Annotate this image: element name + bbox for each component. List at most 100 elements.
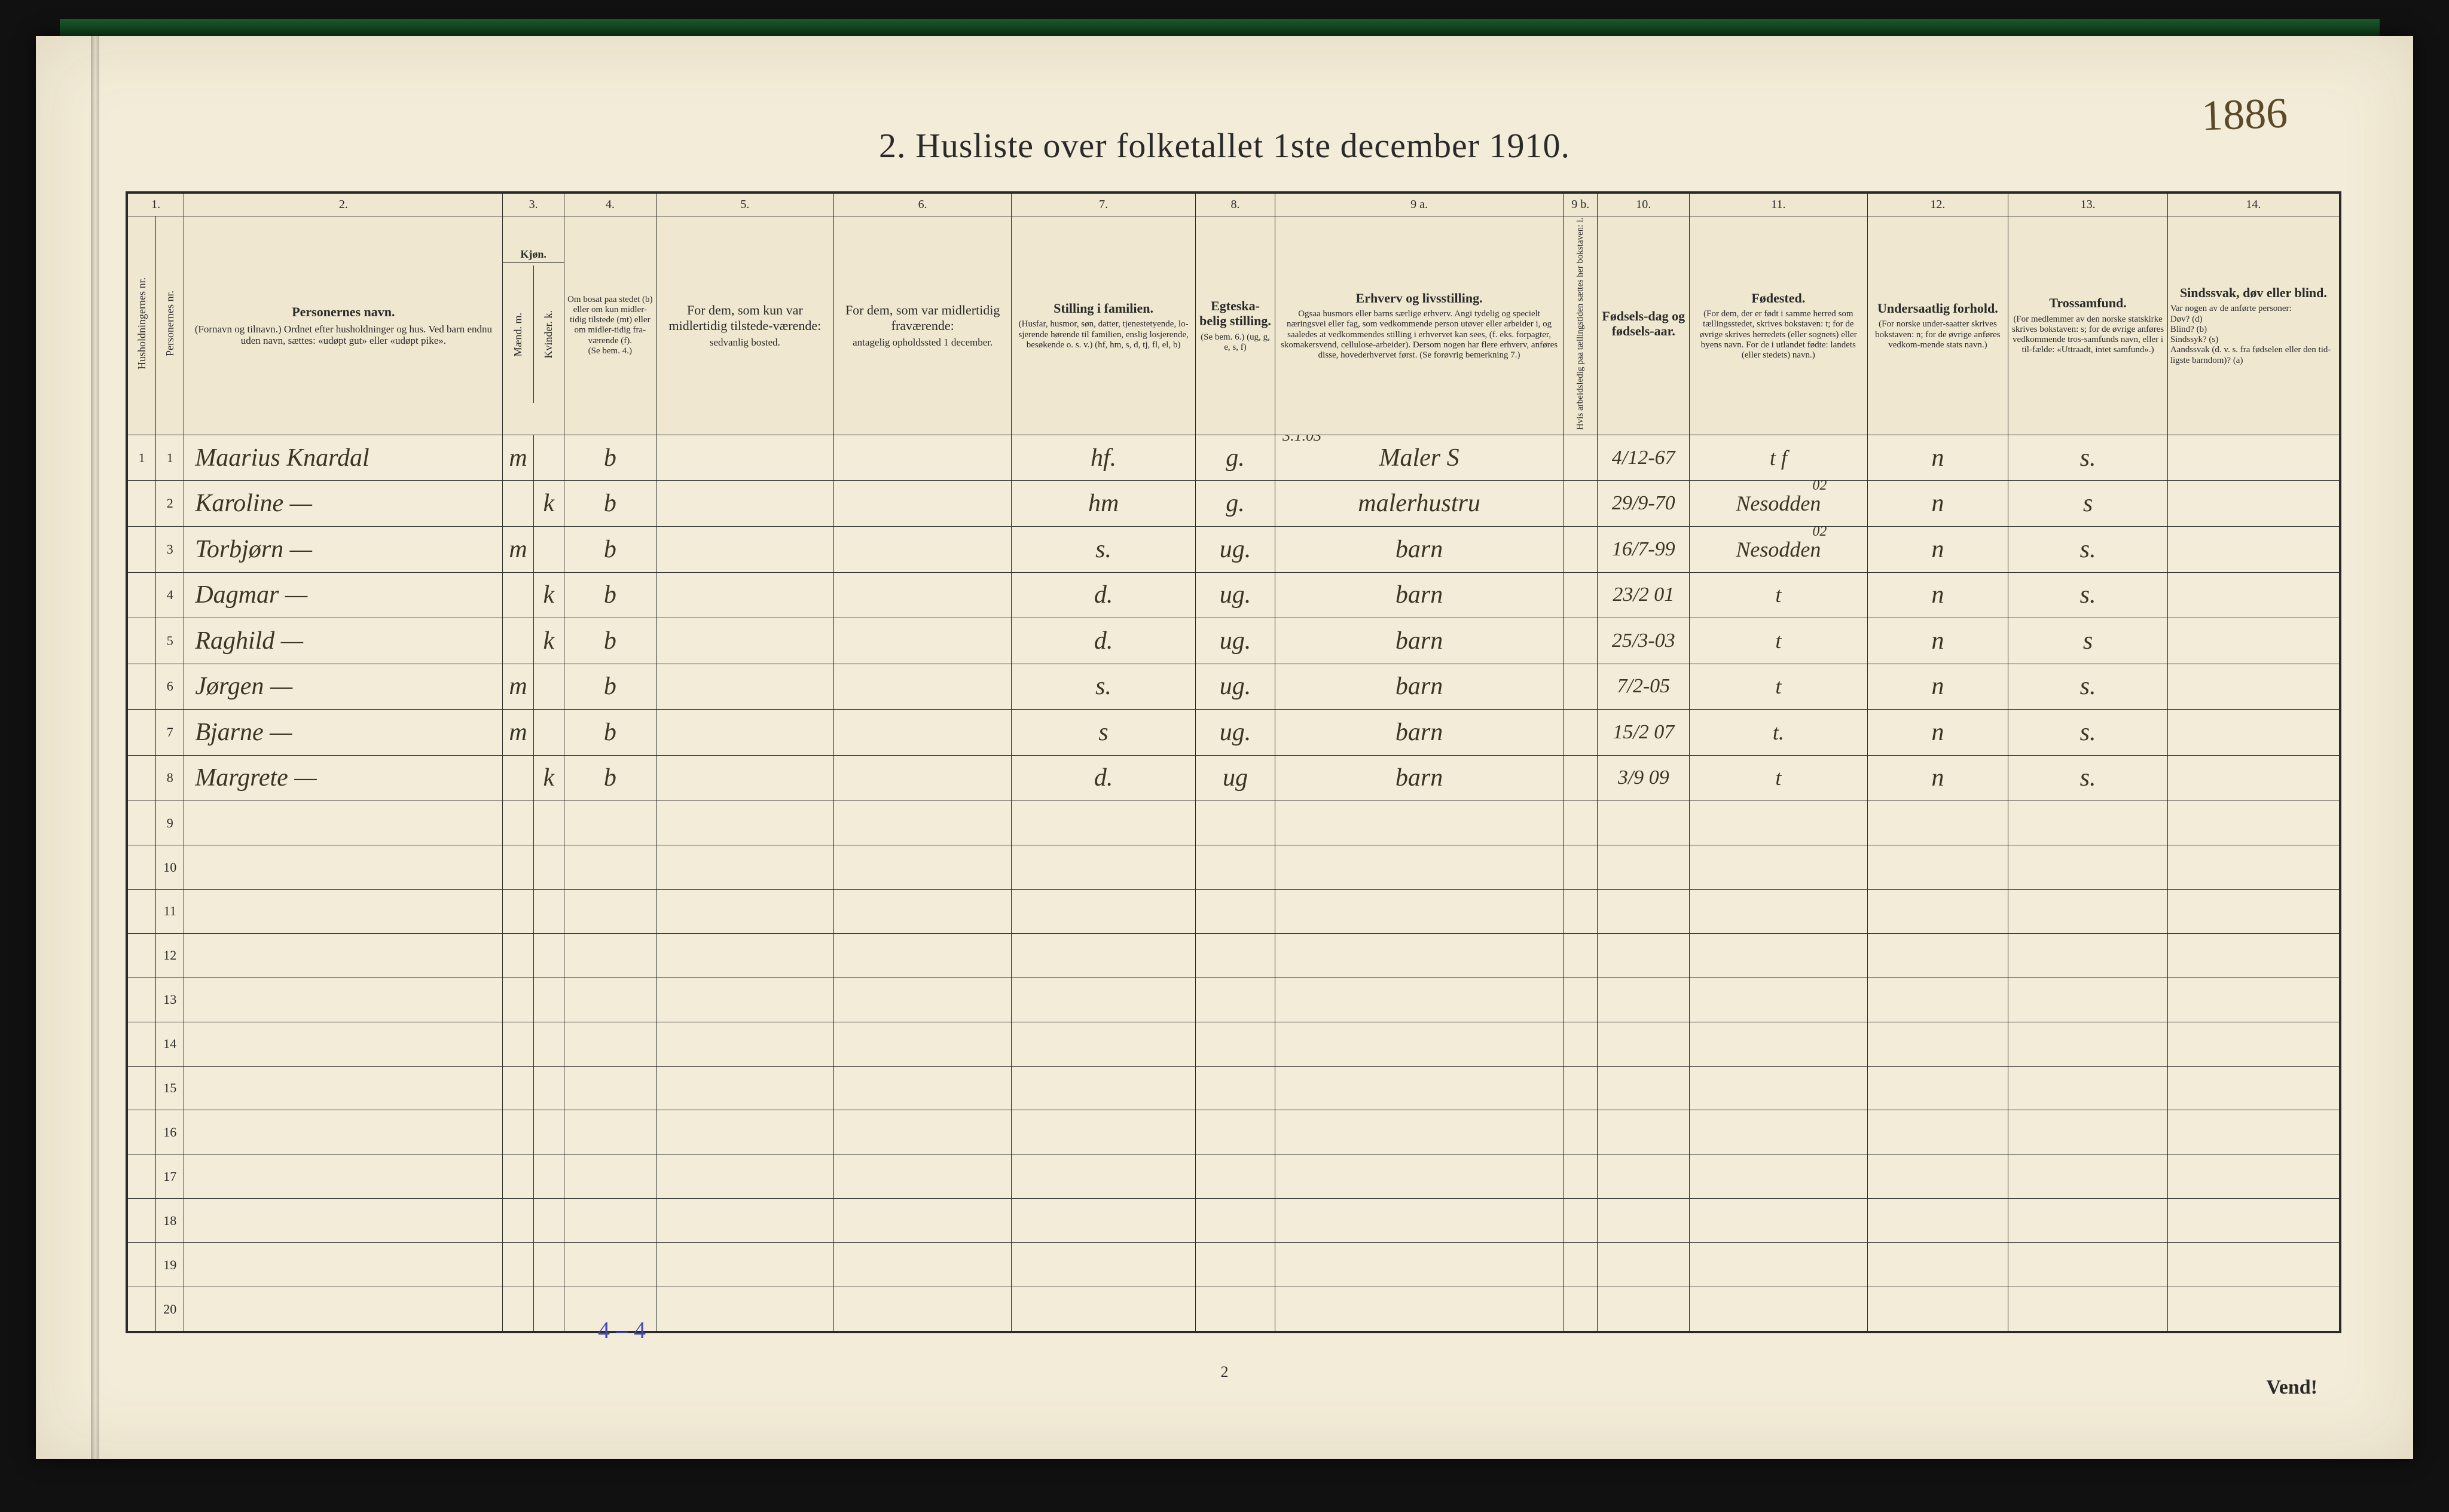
cell-temp-absent — [834, 755, 1012, 801]
table-row-empty: 9 — [128, 801, 2340, 845]
cell-disability — [2167, 801, 2339, 845]
cell-residence — [564, 1022, 656, 1066]
cell-name: Margrete — — [184, 755, 503, 801]
cell-religion — [2008, 1287, 2168, 1331]
cell-occupation — [1275, 933, 1564, 978]
cell-temp-absent — [834, 801, 1012, 845]
cell-nationality — [1867, 801, 2008, 845]
cell-nationality — [1867, 1287, 2008, 1331]
cell-temp-present — [656, 481, 833, 527]
cell-nationality: n — [1867, 710, 2008, 756]
cell-sex-m — [503, 933, 533, 978]
cell-nationality: n — [1867, 572, 2008, 618]
cell-residence — [564, 889, 656, 933]
cell-marital — [1195, 1287, 1275, 1331]
cell-sex-k — [533, 889, 564, 933]
scan-background: 1886 2. Husliste over folketallet 1ste d… — [0, 0, 2449, 1512]
census-page: 1886 2. Husliste over folketallet 1ste d… — [36, 36, 2413, 1459]
cell-name — [184, 1110, 503, 1154]
cell-marital — [1195, 933, 1275, 978]
cell-sex-k — [533, 527, 564, 573]
cell-marital — [1195, 845, 1275, 890]
cell-temp-absent — [834, 933, 1012, 978]
cell-occupation — [1275, 1287, 1564, 1331]
cell-nationality — [1867, 978, 2008, 1022]
cell-residence: b — [564, 664, 656, 710]
cell-nationality — [1867, 1154, 2008, 1199]
table-row-empty: 18 — [128, 1199, 2340, 1243]
cell-birthdate — [1598, 1066, 1690, 1110]
cell-person-nr: 13 — [156, 978, 184, 1022]
cell-religion — [2008, 1066, 2168, 1110]
cell-household-nr — [128, 618, 156, 664]
cell-person-nr: 3 — [156, 527, 184, 573]
table-row: 6Jørgen —mbs.ug.barn7/2-05tns. — [128, 664, 2340, 710]
cell-household-nr — [128, 1199, 156, 1243]
cell-disability — [2167, 572, 2339, 618]
cell-temp-absent — [834, 572, 1012, 618]
cell-temp-present — [656, 1154, 833, 1199]
cell-sex-m — [503, 801, 533, 845]
hdr-family-position: Stilling i familien. (Husfar, husmor, sø… — [1012, 216, 1196, 435]
cell-birthdate: 4/12-67 — [1598, 435, 1690, 481]
table-row-empty: 20 — [128, 1287, 2340, 1331]
cell-birthdate — [1598, 978, 1690, 1022]
cell-person-nr: 1 — [156, 435, 184, 481]
table-row: 2Karoline —kbhmg.malerhustru29/9-70Nesod… — [128, 481, 2340, 527]
cell-family-position — [1012, 978, 1196, 1022]
cell-sex-m: m — [503, 435, 533, 481]
cell-birthdate — [1598, 1287, 1690, 1331]
cell-household-nr — [128, 933, 156, 978]
cell-residence: b — [564, 481, 656, 527]
cell-marital: ug. — [1195, 664, 1275, 710]
cell-family-position: s — [1012, 710, 1196, 756]
cell-birthdate — [1598, 1199, 1690, 1243]
cell-temp-absent — [834, 710, 1012, 756]
cell-occupation: malerhustru — [1275, 481, 1564, 527]
hdr-temp-absent: For dem, som var midlertidig fraværende:… — [834, 216, 1012, 435]
cell-unemployed — [1564, 801, 1598, 845]
cell-household-nr — [128, 889, 156, 933]
cell-religion — [2008, 801, 2168, 845]
cell-residence — [564, 801, 656, 845]
cell-occupation — [1275, 1110, 1564, 1154]
cell-sex-k — [533, 1022, 564, 1066]
tally-note: 4 – 4 — [598, 1316, 646, 1344]
cell-temp-present — [656, 435, 833, 481]
cell-family-position — [1012, 1287, 1196, 1331]
cell-unemployed — [1564, 481, 1598, 527]
cell-person-nr: 19 — [156, 1243, 184, 1287]
cell-household-nr — [128, 1287, 156, 1331]
cell-birthdate — [1598, 1154, 1690, 1199]
cell-religion: s. — [2008, 572, 2168, 618]
cell-name: Karoline — — [184, 481, 503, 527]
cell-birthdate: 7/2-05 — [1598, 664, 1690, 710]
cell-household-nr — [128, 801, 156, 845]
cell-sex-k: k — [533, 755, 564, 801]
cell-sex-m — [503, 1287, 533, 1331]
cell-birthplace — [1690, 845, 1867, 890]
cell-temp-present — [656, 527, 833, 573]
cell-temp-absent — [834, 1287, 1012, 1331]
cell-unemployed — [1564, 1243, 1598, 1287]
cell-birthplace: Nesodden02 — [1690, 481, 1867, 527]
cell-birthplace — [1690, 1022, 1867, 1066]
cell-sex-k — [533, 1066, 564, 1110]
cell-name — [184, 1287, 503, 1331]
cell-residence — [564, 1154, 656, 1199]
table-row: 4Dagmar —kbd.ug.barn23/2 01tns. — [128, 572, 2340, 618]
colnum-9b: 9 b. — [1564, 194, 1598, 216]
cell-temp-present — [656, 1066, 833, 1110]
cell-name: Dagmar — — [184, 572, 503, 618]
colnum-13: 13. — [2008, 194, 2168, 216]
cell-birthplace — [1690, 978, 1867, 1022]
cell-family-position — [1012, 889, 1196, 933]
cell-family-position — [1012, 1199, 1196, 1243]
cell-family-position — [1012, 1243, 1196, 1287]
cell-occupation — [1275, 1199, 1564, 1243]
cell-name — [184, 1154, 503, 1199]
cell-name: Bjarne — — [184, 710, 503, 756]
cell-residence: b — [564, 618, 656, 664]
cell-birthplace — [1690, 889, 1867, 933]
cell-temp-present — [656, 618, 833, 664]
